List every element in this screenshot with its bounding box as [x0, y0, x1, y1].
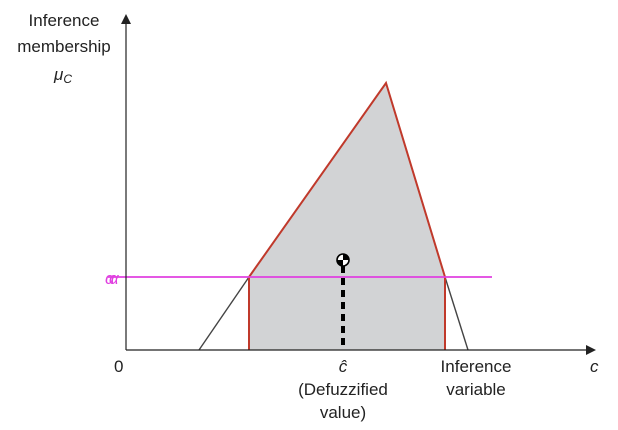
centroid-caption-line2: value): [320, 403, 366, 422]
inference-variable-line1: Inference: [441, 357, 512, 376]
region-outline: [248, 80, 446, 350]
inference-variable-line2: variable: [446, 380, 506, 399]
triangle-right-leg: [444, 276, 469, 351]
x-axis-symbol: c: [590, 357, 599, 376]
y-axis-title-line1: Inference: [29, 11, 100, 30]
y-axis-title-line2: membership: [17, 37, 111, 56]
alpha-label: α: [105, 269, 116, 288]
alpha-label-ghost: α: [109, 269, 120, 288]
centroid-caption-line1: (Defuzzified: [298, 380, 388, 399]
centroid-symbol: ĉ: [339, 357, 348, 376]
origin-label: 0: [114, 357, 123, 376]
centroid-marker: [336, 253, 350, 267]
y-axis-symbol: μC: [53, 65, 72, 86]
triangle-left-leg: [198, 276, 250, 351]
shaded-inference-region: [249, 83, 445, 350]
